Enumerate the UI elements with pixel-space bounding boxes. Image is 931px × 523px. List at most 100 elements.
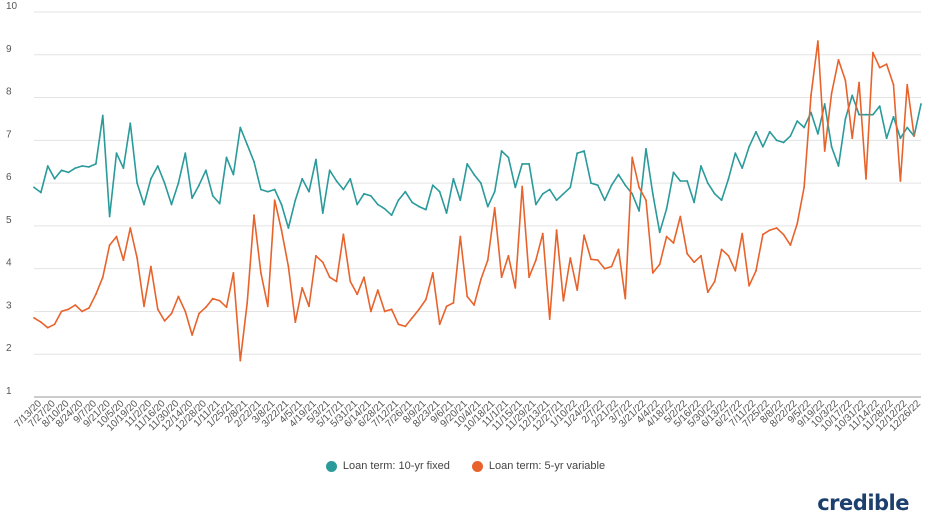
data-point-5yr-variable xyxy=(136,257,139,259)
data-point-10yr-fixed xyxy=(651,192,654,195)
data-point-10yr-fixed xyxy=(149,177,152,180)
data-point-10yr-fixed xyxy=(260,188,262,191)
data-point-5yr-variable xyxy=(101,276,104,279)
data-point-5yr-variable xyxy=(624,297,627,300)
data-point-5yr-variable xyxy=(810,94,812,97)
data-point-10yr-fixed xyxy=(871,113,874,116)
data-point-10yr-fixed xyxy=(624,184,627,187)
y-tick-label: 7 xyxy=(6,129,12,140)
data-point-5yr-variable xyxy=(170,312,173,315)
data-point-5yr-variable xyxy=(858,81,861,84)
data-point-10yr-fixed xyxy=(720,199,723,202)
data-point-5yr-variable xyxy=(294,321,297,324)
data-point-5yr-variable xyxy=(651,272,654,274)
data-point-10yr-fixed xyxy=(60,169,63,172)
legend: Loan term: 10-yr fixed Loan term: 5-yr v… xyxy=(0,457,931,475)
data-point-10yr-fixed xyxy=(658,231,661,234)
y-tick-label: 5 xyxy=(6,215,12,226)
data-point-5yr-variable xyxy=(280,229,283,232)
data-point-5yr-variable xyxy=(156,308,159,311)
data-point-10yr-fixed xyxy=(177,182,180,185)
data-point-5yr-variable xyxy=(328,276,331,279)
data-point-5yr-variable xyxy=(720,248,723,251)
data-point-10yr-fixed xyxy=(246,143,249,146)
data-point-5yr-variable xyxy=(225,306,228,309)
data-point-10yr-fixed xyxy=(706,182,709,185)
data-point-5yr-variable xyxy=(122,259,125,262)
data-point-10yr-fixed xyxy=(101,114,104,117)
data-point-10yr-fixed xyxy=(74,167,77,170)
data-point-5yr-variable xyxy=(33,316,35,319)
data-point-5yr-variable xyxy=(541,232,544,235)
data-point-10yr-fixed xyxy=(349,177,352,180)
legend-item-10yr-fixed[interactable]: Loan term: 10-yr fixed xyxy=(325,460,450,472)
data-point-5yr-variable xyxy=(411,316,414,319)
data-point-10yr-fixed xyxy=(590,182,592,185)
data-point-5yr-variable xyxy=(528,276,530,279)
data-point-10yr-fixed xyxy=(562,192,565,195)
data-point-5yr-variable xyxy=(452,301,455,304)
legend-label-10yr-fixed: Loan term: 10-yr fixed xyxy=(342,460,450,472)
data-point-5yr-variable xyxy=(266,305,269,308)
data-point-10yr-fixed xyxy=(548,188,551,191)
data-point-10yr-fixed xyxy=(81,165,84,167)
data-point-5yr-variable xyxy=(871,51,874,54)
data-point-5yr-variable xyxy=(218,299,221,302)
data-point-5yr-variable xyxy=(321,261,324,264)
data-point-10yr-fixed xyxy=(672,171,675,174)
data-point-10yr-fixed xyxy=(191,197,194,199)
data-point-10yr-fixed xyxy=(761,145,764,148)
data-point-5yr-variable xyxy=(844,79,847,82)
data-point-10yr-fixed xyxy=(638,210,640,212)
data-point-5yr-variable xyxy=(149,265,152,268)
data-point-10yr-fixed xyxy=(480,182,482,185)
data-point-10yr-fixed xyxy=(679,180,682,182)
data-point-10yr-fixed xyxy=(823,103,826,105)
data-point-10yr-fixed xyxy=(122,167,125,170)
data-point-10yr-fixed xyxy=(156,165,159,167)
data-point-5yr-variable xyxy=(204,306,207,309)
data-point-10yr-fixed xyxy=(844,118,847,120)
data-point-5yr-variable xyxy=(301,287,304,289)
data-point-5yr-variable xyxy=(81,310,84,313)
data-point-10yr-fixed xyxy=(645,147,647,150)
data-point-5yr-variable xyxy=(287,265,290,268)
data-point-5yr-variable xyxy=(741,232,744,235)
y-tick-label: 9 xyxy=(6,44,12,55)
data-point-10yr-fixed xyxy=(342,188,345,191)
data-point-5yr-variable xyxy=(74,304,77,306)
data-point-5yr-variable xyxy=(865,177,867,180)
y-tick-label: 3 xyxy=(6,300,12,311)
data-point-5yr-variable xyxy=(335,280,338,283)
data-point-10yr-fixed xyxy=(383,207,386,210)
data-point-5yr-variable xyxy=(768,229,771,232)
credible-logo: credible xyxy=(817,491,909,515)
data-point-5yr-variable xyxy=(53,323,56,326)
data-point-5yr-variable xyxy=(775,227,778,229)
data-point-10yr-fixed xyxy=(204,169,207,172)
data-point-10yr-fixed xyxy=(390,214,393,217)
data-point-5yr-variable xyxy=(878,66,881,69)
data-point-10yr-fixed xyxy=(617,173,620,176)
data-point-10yr-fixed xyxy=(789,135,792,137)
data-point-10yr-fixed xyxy=(370,195,372,197)
data-point-5yr-variable xyxy=(906,83,909,86)
data-point-10yr-fixed xyxy=(610,184,613,187)
data-point-5yr-variable xyxy=(143,305,145,308)
legend-item-5yr-variable[interactable]: Loan term: 5-yr variable xyxy=(471,460,605,472)
data-point-5yr-variable xyxy=(706,291,709,294)
data-point-5yr-variable xyxy=(129,227,132,229)
data-point-5yr-variable xyxy=(638,186,640,189)
data-point-10yr-fixed xyxy=(899,137,902,140)
data-point-10yr-fixed xyxy=(748,145,751,148)
data-point-10yr-fixed xyxy=(885,137,888,140)
data-point-10yr-fixed xyxy=(136,182,139,185)
data-point-5yr-variable xyxy=(273,199,276,202)
data-point-5yr-variable xyxy=(315,254,317,257)
data-point-5yr-variable xyxy=(521,185,524,188)
data-point-5yr-variable xyxy=(761,233,764,236)
data-point-10yr-fixed xyxy=(514,186,517,189)
data-point-5yr-variable xyxy=(163,319,166,322)
data-point-10yr-fixed xyxy=(858,113,861,116)
y-tick-label: 8 xyxy=(6,87,12,98)
